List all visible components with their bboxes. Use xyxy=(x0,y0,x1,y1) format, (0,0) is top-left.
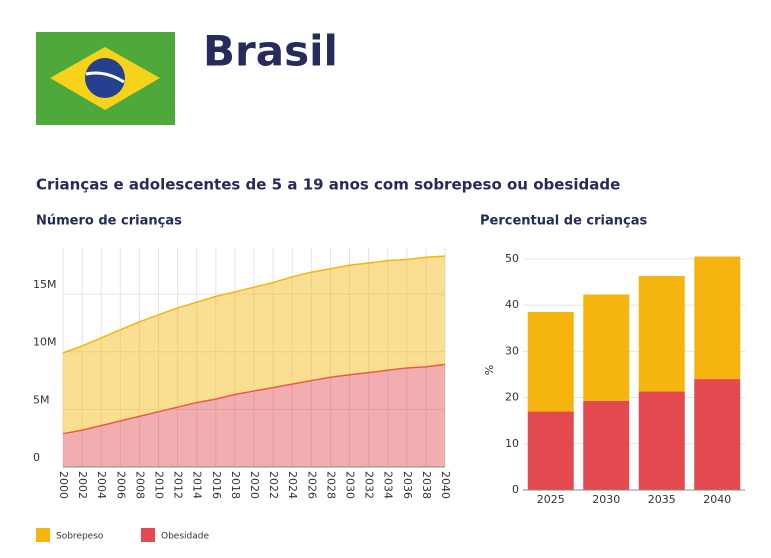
x-tick-label: 2024 xyxy=(286,471,299,499)
chart-title: Número de crianças xyxy=(36,214,182,229)
x-tick-label: 2022 xyxy=(267,471,280,499)
bar-segment xyxy=(583,294,630,401)
y-tick-label: 20 xyxy=(505,391,519,404)
legend-swatch xyxy=(141,528,155,542)
y-tick-label: 50 xyxy=(505,252,519,265)
area-line xyxy=(62,363,446,435)
y-tick-label: 0 xyxy=(33,451,40,464)
x-tick-label: 2010 xyxy=(153,471,166,499)
area-line xyxy=(62,255,446,354)
x-tick-label: 2034 xyxy=(382,471,395,499)
y-tick-label: 0 xyxy=(512,483,519,496)
x-tick-label: 2038 xyxy=(420,471,433,499)
bar-segment xyxy=(694,379,741,490)
x-tick-label: 2030 xyxy=(592,493,620,506)
x-tick-label: 2018 xyxy=(229,471,242,499)
legend-label: Sobrepeso xyxy=(56,532,104,542)
y-tick-label: 5M xyxy=(33,393,50,406)
y-tick-label: 40 xyxy=(505,298,519,311)
bar-segment xyxy=(583,400,630,490)
y-tick-label: 10 xyxy=(505,437,519,450)
x-tick-label: 2030 xyxy=(344,471,357,499)
x-tick-label: 2012 xyxy=(172,471,185,499)
x-tick-label: 2016 xyxy=(210,471,223,499)
legend-label: Obesidade xyxy=(161,532,209,542)
x-tick-label: 2020 xyxy=(248,471,261,499)
x-tick-label: 2000 xyxy=(57,471,70,499)
x-tick-label: 2004 xyxy=(95,471,108,499)
x-tick-label: 2035 xyxy=(648,493,676,506)
area xyxy=(63,256,445,434)
x-tick-label: 2028 xyxy=(324,471,337,499)
flag-band xyxy=(85,71,125,84)
page-title: Brasil xyxy=(203,27,338,76)
x-tick-label: 2006 xyxy=(114,471,127,499)
area xyxy=(63,364,445,467)
bar-segment xyxy=(527,411,574,490)
x-tick-label: 2008 xyxy=(133,471,146,499)
y-tick-label: 15M xyxy=(33,278,57,291)
y-axis-label: % xyxy=(483,365,496,375)
x-tick-label: 2036 xyxy=(401,471,414,499)
y-tick-label: 10M xyxy=(33,336,57,349)
x-tick-label: 2014 xyxy=(191,471,204,499)
bar-segment xyxy=(527,312,574,412)
bar-segment xyxy=(638,275,685,392)
x-tick-label: 2002 xyxy=(76,471,89,499)
chart-title: Percentual de crianças xyxy=(480,214,647,229)
legend-swatch xyxy=(36,528,50,542)
y-tick-label: 30 xyxy=(505,344,519,357)
x-tick-label: 2040 xyxy=(703,493,731,506)
flag-circle xyxy=(85,58,125,98)
x-tick-label: 2032 xyxy=(363,471,376,499)
x-tick-label: 2026 xyxy=(305,471,318,499)
x-tick-label: 2040 xyxy=(439,471,452,499)
bar-segment xyxy=(694,256,741,380)
section-title: Crianças e adolescentes de 5 a 19 anos c… xyxy=(36,176,620,194)
flag xyxy=(36,32,175,125)
x-tick-label: 2025 xyxy=(537,493,565,506)
bar-segment xyxy=(638,391,685,490)
